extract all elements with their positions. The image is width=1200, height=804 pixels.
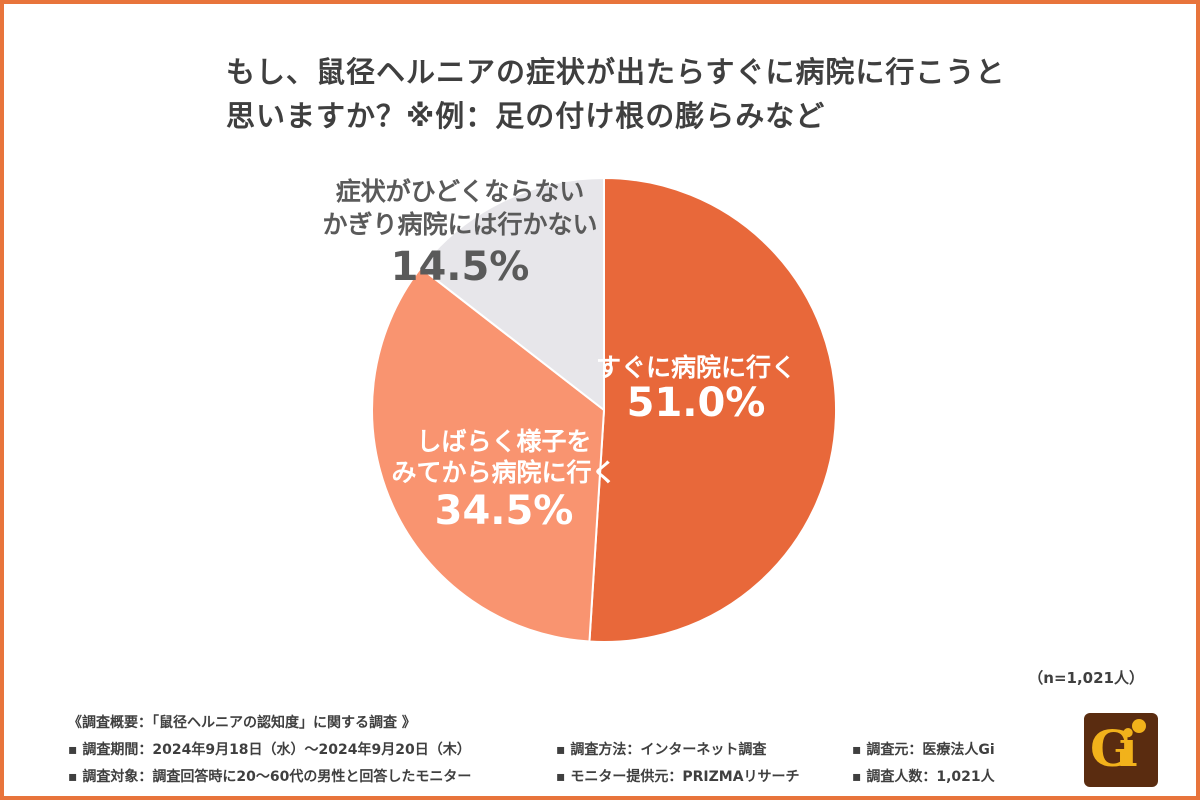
pie-slice-go-immediately [588, 176, 838, 643]
slice-value-not-go: 14.5% [391, 244, 530, 290]
slice-label-go-immediately-line-1: すぐに病院に行く [596, 353, 796, 382]
slice-value-wait-and-see: 34.5% [435, 488, 574, 534]
survey-method: ▪ 調査方法：インターネット調査 [556, 742, 767, 758]
slice-label-not-go-line-2: かぎり病院には行かない [322, 210, 597, 239]
chart-title-line-1: もし、鼠径ヘルニアの症状が出たらすぐに病院に行こうと [226, 55, 1006, 89]
sample-size-label: （n=1,021人） [1028, 669, 1144, 687]
slice-label-not-go-line-1: 症状がひどくならない [336, 177, 585, 206]
pie-slice-not-go [419, 176, 605, 413]
chart-title-line-2: 思いますか？※例：足の付け根の膨らみなど [226, 99, 826, 133]
logo-letters: Gi [1090, 719, 1138, 778]
slice-label-wait-and-see-line-1: しばらく様子を [416, 427, 591, 456]
survey-heading: 《調査概要：「鼠径ヘルニアの認知度」に関する調査 》 [68, 715, 416, 731]
slice-value-go-immediately: 51.0% [627, 380, 766, 426]
survey-source: ▪ 調査元：医療法人Gi [852, 742, 995, 758]
survey-provider: ▪ モニター提供元：PRIZMAリサーチ [556, 769, 800, 785]
chart-title: もし、鼠径ヘルニアの症状が出たらすぐに病院に行こうと 思いますか？※例：足の付け… [226, 50, 1126, 138]
slice-label-wait-and-see-line-2: みてから病院に行く [391, 458, 616, 487]
survey-target: ▪ 調査対象：調査回答時に20〜60代の男性と回答したモニター [68, 769, 472, 785]
survey-count: ▪ 調査人数：1,021人 [852, 769, 995, 785]
pie-slice-wait-and-see [371, 266, 606, 643]
survey-period: ▪ 調査期間：2024年9月18日（水）〜2024年9月20日（木） [68, 742, 471, 758]
logo-sun-icon [1132, 719, 1146, 733]
gi-logo: Gi [1084, 713, 1158, 787]
